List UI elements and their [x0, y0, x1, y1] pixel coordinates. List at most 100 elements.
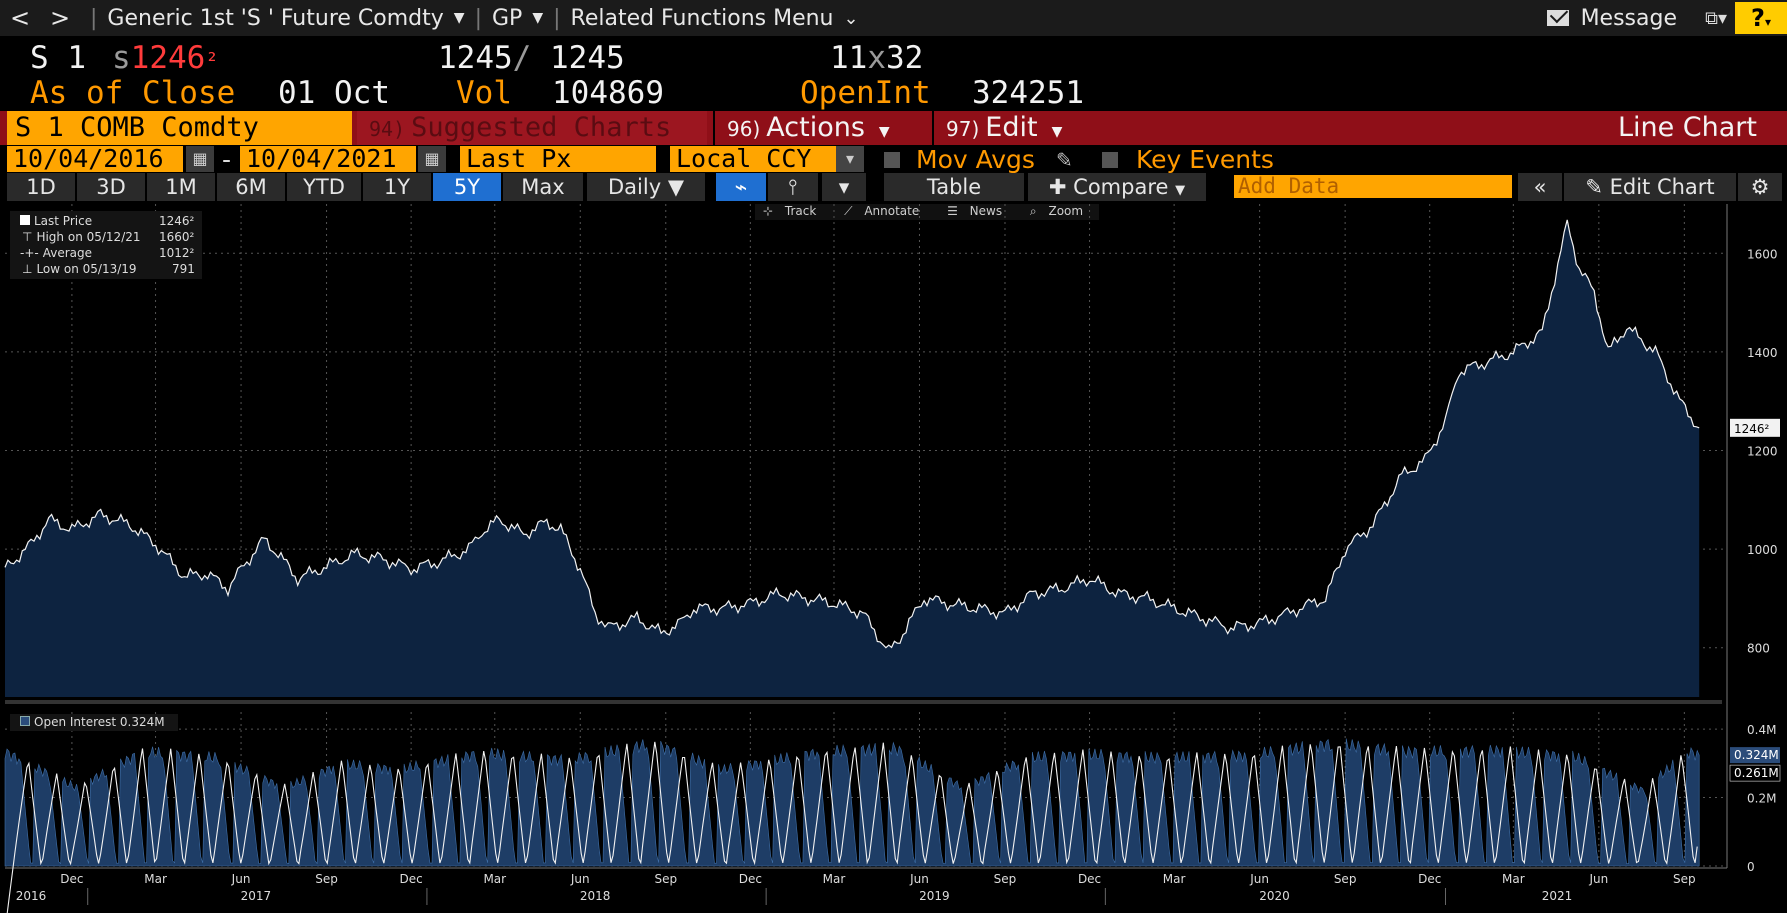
annotate-tool[interactable]: ⟋ Annotate: [844, 204, 920, 218]
period-1d[interactable]: 1D: [7, 173, 75, 201]
y-tick-label: 1600: [1747, 247, 1778, 261]
field-input[interactable]: Last Px: [460, 146, 656, 172]
calendar-icon[interactable]: ▦: [418, 146, 446, 172]
chevron-down-icon[interactable]: ▾: [822, 173, 866, 201]
zoom-tool[interactable]: ⌕ Zoom: [1029, 204, 1084, 218]
add-data-input[interactable]: Add Data: [1233, 174, 1513, 199]
message-button[interactable]: Message: [1546, 6, 1677, 31]
separator: |: [90, 5, 98, 31]
x-month-label: Mar: [483, 872, 506, 886]
collapse-icon[interactable]: «: [1518, 173, 1562, 201]
compare-button[interactable]: ✚ Compare ▼: [1028, 173, 1206, 201]
x-month-label: Jun: [1249, 872, 1269, 886]
calendar-icon[interactable]: ▦: [186, 146, 214, 172]
forward-button[interactable]: >: [49, 4, 71, 32]
mov-avgs-checkbox[interactable]: [884, 152, 900, 168]
toolbar: 1D 3D 1M 6M YTD 1Y 5Y Max Daily ▼ ⌁ ⫯ ▾ …: [0, 172, 1787, 202]
track-tool[interactable]: ⊹ Track: [763, 204, 817, 218]
legend-high: ⊤ High on 05/12/21 1660²: [14, 229, 198, 245]
oi-avg-tag-label: 0.261M: [1734, 766, 1779, 780]
pencil-icon[interactable]: ✎: [1056, 148, 1073, 172]
frequency-select[interactable]: Daily ▼: [587, 173, 705, 201]
chevron-down-icon: ▼: [667, 175, 684, 199]
currency-select[interactable]: Local CCY: [670, 146, 836, 172]
period-ytd[interactable]: YTD: [287, 173, 361, 201]
actions-num: 96): [727, 117, 761, 141]
track-label: Track: [784, 204, 817, 218]
actions-label: Actions: [766, 112, 865, 143]
gp-dropdown[interactable]: GP ▼: [492, 6, 543, 31]
suggested-label: Suggested Charts: [411, 112, 672, 143]
legend-last-price: Last Price 1246²: [14, 213, 198, 229]
chevron-down-icon[interactable]: ▾: [836, 146, 864, 172]
start-date-input[interactable]: 10/04/2016: [7, 146, 183, 172]
x-month-label: Sep: [994, 872, 1017, 886]
legend-value: 1246²: [159, 214, 195, 228]
security-label: Generic 1st 'S ' Future Comdty: [107, 5, 444, 31]
related-label: Related Functions Menu: [570, 5, 834, 31]
chart-tools: ⊹ Track ⟋ Annotate ☰ News ⌕ Zoom: [755, 204, 1100, 220]
edit-chart-button[interactable]: ✎ Edit Chart: [1564, 173, 1736, 201]
period-1y[interactable]: 1Y: [363, 173, 431, 201]
security-dropdown[interactable]: Generic 1st 'S ' Future Comdty ▼: [107, 6, 464, 31]
period-max[interactable]: Max: [503, 173, 583, 201]
legend-label: Average: [42, 246, 92, 260]
x-year-label: 2018: [580, 889, 611, 903]
x-year-label: 2021: [1542, 889, 1573, 903]
x-month-label: Mar: [1502, 872, 1525, 886]
period-6m[interactable]: 6M: [217, 173, 285, 201]
low-marker-icon: ⊥: [22, 262, 33, 276]
line-chart-icon[interactable]: ⌁: [716, 173, 766, 201]
oi-last-tag-label: 0.324M: [1734, 748, 1779, 762]
envelope-icon: [1546, 10, 1569, 26]
plus-icon: ✚: [1048, 175, 1067, 199]
last-price: s1246²: [112, 40, 219, 76]
period-5y[interactable]: 5Y: [433, 173, 501, 201]
x-month-label: Sep: [1334, 872, 1357, 886]
legend-open-interest: Open Interest 0.324M: [14, 714, 174, 730]
x-month-label: Jun: [231, 872, 251, 886]
legend-label: Last Price: [34, 214, 93, 228]
help-button[interactable]: ?▾: [1735, 2, 1787, 34]
related-functions-menu[interactable]: Related Functions Menu ⌄: [571, 6, 859, 31]
end-date-input[interactable]: 10/04/2021: [240, 146, 416, 172]
oi-tick-label: 0.4M: [1747, 723, 1776, 737]
oi-last-tag: [1730, 747, 1780, 764]
x-year-label: 2019: [919, 889, 950, 903]
key-events-checkbox[interactable]: [1102, 152, 1118, 168]
oi-tick-label: 0: [1747, 860, 1755, 874]
period-3d[interactable]: 3D: [77, 173, 145, 201]
last-frac: ²: [205, 49, 219, 74]
last-whole: 1246: [130, 40, 206, 76]
compare-label: Compare: [1073, 175, 1169, 199]
bid-size: 11: [830, 40, 868, 76]
ask-size: 32: [886, 40, 924, 76]
oi-avg-tag: [1729, 764, 1781, 782]
x-month-label: Sep: [315, 872, 338, 886]
gear-icon[interactable]: ⚙: [1738, 173, 1782, 201]
suggested-charts-button[interactable]: 94) Suggested Charts: [357, 111, 707, 145]
x-month-label: Jun: [570, 872, 590, 886]
bid-ask: 1245/ 1245: [438, 40, 625, 76]
chevron-down-icon: ▼: [532, 10, 544, 26]
legend-swatch: [20, 716, 30, 726]
export-icon[interactable]: ⧉▾: [1705, 8, 1727, 29]
table-button[interactable]: Table: [884, 173, 1024, 201]
actions-button[interactable]: 96) Actions ▼: [713, 111, 930, 145]
separator: |: [553, 5, 561, 31]
y-tick-label: 800: [1747, 642, 1770, 656]
news-tool[interactable]: ☰ News: [947, 204, 1003, 218]
chevron-down-icon: ▼: [453, 10, 465, 26]
x-year-label: 2017: [241, 889, 272, 903]
back-button[interactable]: <: [9, 4, 31, 32]
bar-chart-icon[interactable]: ⫯: [768, 173, 818, 201]
news-label: News: [969, 204, 1003, 218]
separator: |: [474, 5, 482, 31]
edit-button[interactable]: 97) Edit ▼: [932, 111, 1096, 145]
period-1m[interactable]: 1M: [147, 173, 215, 201]
y-tick-label: 1000: [1747, 543, 1778, 557]
chevron-down-icon: ▼: [878, 124, 890, 140]
ticker-field[interactable]: S 1 COMB Comdty: [7, 111, 352, 145]
date-row: 10/04/2016 ▦ - 10/04/2021 ▦ Last Px Loca…: [0, 145, 1787, 175]
